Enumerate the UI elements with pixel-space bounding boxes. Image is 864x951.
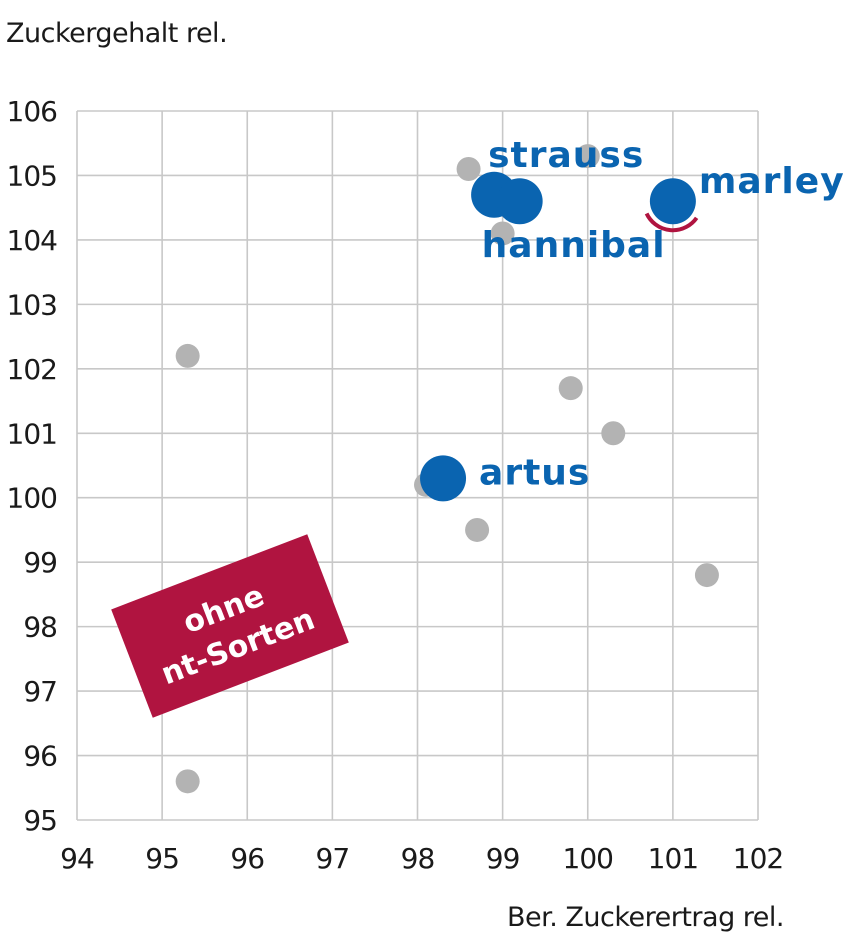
x-tick-label: 102: [733, 842, 783, 875]
y-tick-label: 96: [23, 740, 57, 773]
comparison-point: [456, 157, 481, 182]
y-tick-label: 104: [7, 224, 58, 257]
x-tick-label: 95: [145, 842, 179, 875]
x-tick-label: 101: [648, 842, 698, 875]
point-label-artus: artus: [479, 452, 590, 493]
comparison-point: [575, 144, 600, 169]
comparison-point: [558, 376, 583, 401]
highlight-ring: [644, 212, 699, 233]
variety-point-marley: [649, 178, 696, 225]
x-tick-label: 98: [401, 842, 435, 875]
y-tick-label: 95: [23, 804, 57, 837]
y-axis-title: Zuckergehalt rel.: [6, 18, 228, 49]
variety-point-hannibal: [496, 178, 543, 225]
y-tick-label: 97: [23, 675, 57, 708]
variety-point-artus: [420, 455, 467, 502]
x-tick-label: 100: [563, 842, 613, 875]
grid-lines: [76, 110, 759, 821]
annotation-background: [111, 534, 349, 718]
x-tick-labels: 94 95 96 97 98 99 100 101 102: [60, 842, 784, 875]
comparison-point: [490, 221, 515, 246]
y-tick-label: 98: [23, 611, 57, 644]
x-tick-label: 96: [230, 842, 264, 875]
x-tick-label: 99: [486, 842, 520, 875]
comparison-point: [601, 421, 626, 446]
point-label-strauss: strauss: [488, 135, 644, 176]
point-labels: strauss hannibal marley artus: [479, 135, 845, 494]
y-tick-label: 99: [23, 546, 57, 579]
x-tick-label: 94: [60, 842, 94, 875]
comparison-point: [694, 563, 719, 588]
y-tick-label: 100: [7, 482, 57, 515]
comparison-point: [175, 343, 200, 368]
x-axis-title: Ber. Zuckerertrag rel.: [506, 902, 785, 933]
point-label-hannibal: hannibal: [482, 225, 666, 266]
y-tick-label: 102: [7, 353, 57, 386]
point-label-marley: marley: [699, 161, 845, 202]
y-tick-labels: 95 96 97 98 99 100 101 102 103 104 105 106: [7, 95, 59, 837]
x-tick-label: 97: [316, 842, 350, 875]
comparison-point: [175, 769, 200, 794]
y-tick-label: 105: [7, 159, 57, 192]
y-tick-label: 101: [7, 417, 57, 450]
y-tick-label: 103: [7, 288, 57, 321]
comparison-point: [465, 517, 490, 542]
y-tick-label: 106: [7, 95, 58, 128]
data-points: [175, 144, 719, 794]
